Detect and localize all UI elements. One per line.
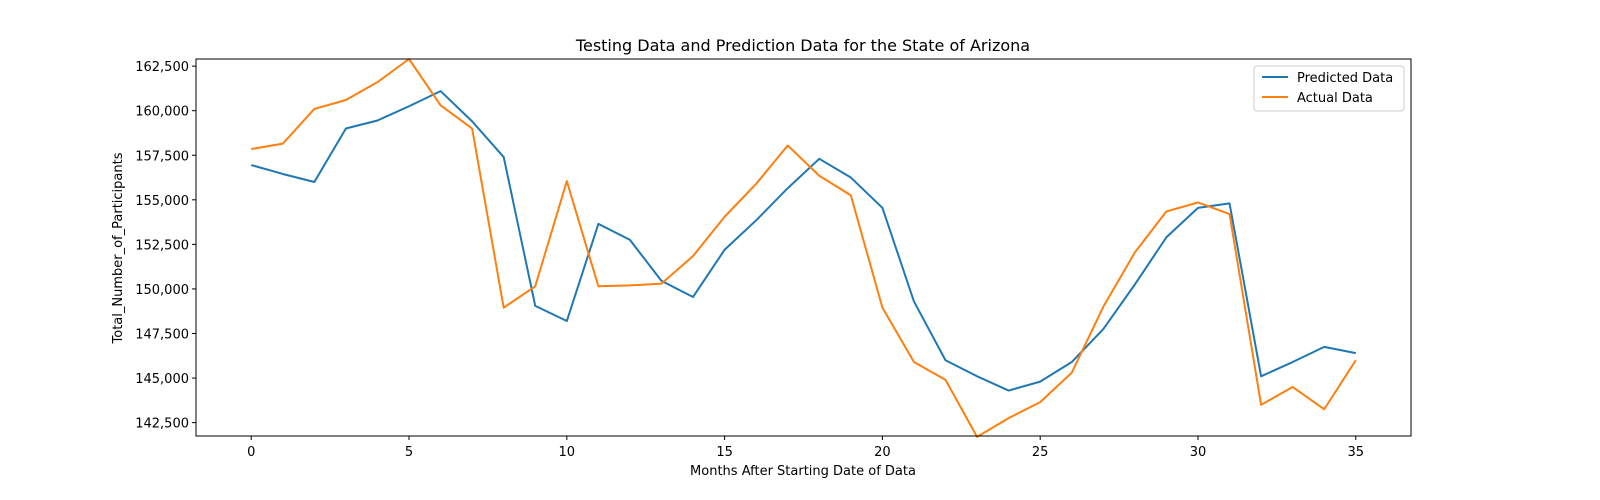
- legend: Predicted Data Actual Data: [1253, 65, 1405, 112]
- y-tick-label: 142,500: [135, 417, 189, 432]
- x-tick-label: 10: [559, 445, 576, 460]
- x-tick-label: 30: [1190, 445, 1207, 460]
- legend-box: [1253, 65, 1405, 112]
- x-axis-ticks: 0 5 10 15 20 25 30 35: [247, 436, 1364, 460]
- series-line-actual-data: [251, 58, 1357, 438]
- y-tick-label: 162,500: [135, 60, 189, 75]
- x-tick-label: 25: [1032, 445, 1049, 460]
- plot-frame: [195, 58, 1412, 437]
- y-tick-label: 157,500: [135, 149, 189, 164]
- x-tick-label: 15: [716, 445, 733, 460]
- y-tick-label: 145,000: [135, 372, 189, 387]
- y-tick-label: 155,000: [135, 194, 189, 209]
- x-tick-label: 35: [1347, 445, 1364, 460]
- y-axis-title: Total_Number_of_Participants: [111, 152, 126, 344]
- y-tick-label: 147,500: [135, 328, 189, 343]
- legend-label-predicted: Predicted Data: [1297, 71, 1393, 86]
- y-tick-label: 160,000: [135, 105, 189, 120]
- y-tick-label: 150,000: [135, 283, 189, 298]
- plot-lines: [250, 58, 1357, 438]
- x-tick-label: 0: [247, 445, 255, 460]
- chart-title: Testing Data and Prediction Data for the…: [575, 36, 1030, 55]
- y-axis-ticks: 142,500 145,000 147,500 150,000 152,500 155,0…: [135, 60, 196, 432]
- series-line-predicted-data: [250, 90, 1356, 392]
- legend-label-actual: Actual Data: [1297, 91, 1373, 106]
- y-tick-label: 152,500: [135, 238, 189, 253]
- x-axis-title: Months After Starting Date of Data: [690, 464, 916, 479]
- x-tick-label: 20: [874, 445, 891, 460]
- x-tick-label: 5: [405, 445, 413, 460]
